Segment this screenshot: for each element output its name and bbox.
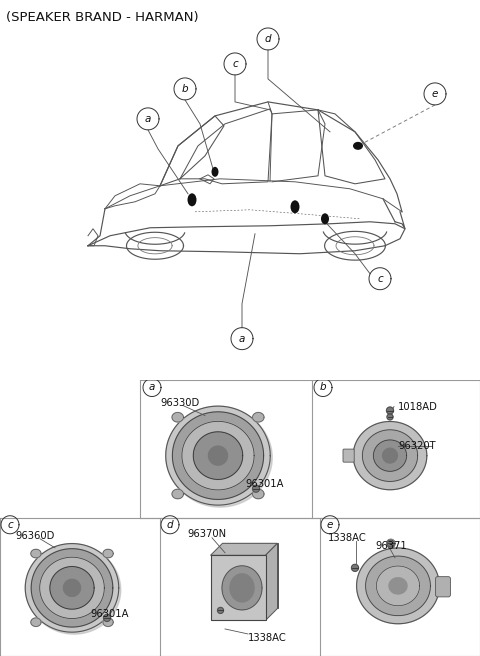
Polygon shape: [383, 448, 397, 463]
Text: d: d: [167, 520, 173, 530]
Text: 96371: 96371: [375, 541, 407, 551]
Polygon shape: [25, 544, 119, 632]
Polygon shape: [222, 566, 262, 610]
Polygon shape: [366, 556, 431, 615]
Text: c: c: [7, 520, 13, 530]
Polygon shape: [172, 412, 264, 499]
Polygon shape: [223, 543, 277, 608]
Ellipse shape: [188, 194, 196, 206]
Polygon shape: [31, 548, 113, 627]
FancyBboxPatch shape: [343, 449, 354, 462]
Polygon shape: [357, 548, 439, 624]
Polygon shape: [193, 432, 243, 480]
Polygon shape: [386, 407, 394, 414]
Polygon shape: [389, 578, 407, 594]
Text: (SPEAKER BRAND - HARMAN): (SPEAKER BRAND - HARMAN): [6, 11, 199, 24]
Polygon shape: [103, 618, 113, 626]
Text: c: c: [232, 59, 238, 69]
Text: 96330D: 96330D: [160, 398, 199, 407]
Text: 96370N: 96370N: [187, 529, 226, 539]
Polygon shape: [208, 446, 228, 465]
Polygon shape: [252, 485, 260, 492]
Polygon shape: [387, 541, 395, 548]
Text: a: a: [239, 334, 245, 344]
Polygon shape: [230, 574, 254, 602]
Text: e: e: [327, 520, 333, 530]
Polygon shape: [182, 421, 254, 490]
Polygon shape: [373, 440, 407, 471]
Text: d: d: [264, 34, 271, 44]
Ellipse shape: [290, 200, 300, 213]
Polygon shape: [50, 567, 94, 609]
Text: 1338AC: 1338AC: [328, 533, 367, 543]
Ellipse shape: [353, 142, 363, 150]
Polygon shape: [104, 615, 110, 621]
Polygon shape: [31, 549, 41, 558]
Text: c: c: [377, 274, 383, 283]
Text: 1338AC: 1338AC: [248, 633, 287, 643]
Polygon shape: [353, 422, 427, 490]
Polygon shape: [387, 414, 393, 420]
Polygon shape: [172, 489, 183, 499]
Text: e: e: [432, 89, 438, 99]
Polygon shape: [362, 430, 418, 482]
Polygon shape: [211, 543, 277, 556]
Polygon shape: [40, 557, 104, 619]
Polygon shape: [252, 413, 264, 422]
Text: 96301A: 96301A: [90, 609, 129, 619]
Polygon shape: [168, 408, 272, 507]
Polygon shape: [31, 618, 41, 626]
Text: 96301A: 96301A: [245, 479, 284, 489]
Text: 1018AD: 1018AD: [398, 401, 438, 411]
Ellipse shape: [321, 213, 329, 224]
Polygon shape: [103, 549, 113, 558]
Polygon shape: [211, 556, 265, 621]
Text: b: b: [182, 84, 188, 94]
Polygon shape: [63, 579, 81, 596]
Polygon shape: [217, 607, 224, 613]
Polygon shape: [252, 489, 264, 499]
FancyBboxPatch shape: [435, 577, 450, 597]
Text: b: b: [320, 382, 326, 392]
Polygon shape: [166, 406, 270, 505]
Ellipse shape: [212, 167, 218, 177]
Polygon shape: [387, 540, 394, 547]
Text: a: a: [149, 382, 155, 392]
Polygon shape: [376, 566, 420, 605]
Polygon shape: [265, 543, 277, 621]
Text: 96320T: 96320T: [398, 441, 436, 451]
Text: 96360D: 96360D: [15, 531, 54, 541]
Polygon shape: [351, 564, 359, 571]
Polygon shape: [172, 413, 183, 422]
Text: a: a: [145, 114, 151, 124]
Polygon shape: [27, 546, 121, 634]
